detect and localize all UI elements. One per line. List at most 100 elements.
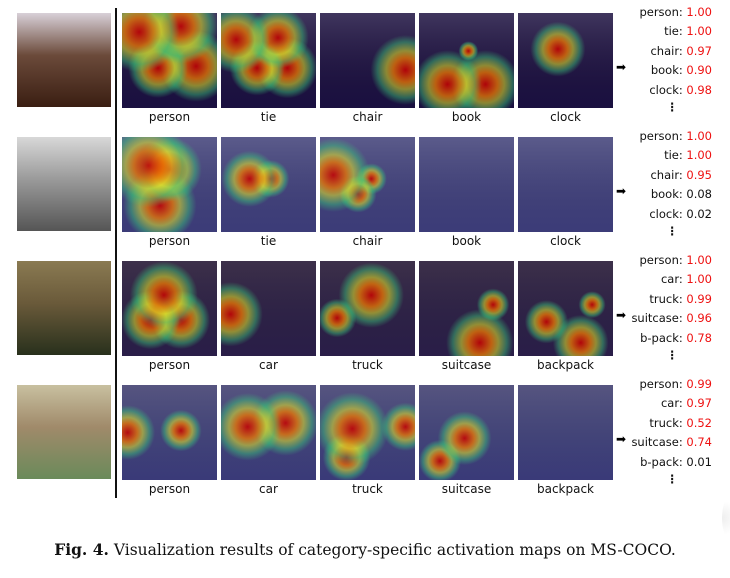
score-value: 0.98 [686,82,712,97]
score-value: 0.52 [686,415,712,430]
category-label: truck [352,358,383,372]
score-category: car: [660,396,683,411]
activation-map-person [122,261,217,356]
activation-map-backpack [518,261,613,356]
column-divider [115,8,117,498]
score-category: chair: [650,167,683,182]
score-line: book: 0.08 [630,185,712,204]
score-category: truck: [649,291,683,306]
score-value: 1.00 [686,129,712,143]
prediction-scores: person: 1.00 car: 1.00 truck: 0.99 suitcase… [630,251,712,362]
score-value: 0.74 [686,435,712,450]
score-line: truck: 0.52 [630,414,712,433]
score-category: person: [639,253,683,267]
score-line: book: 0.90 [630,61,712,80]
activation-map-chair [320,137,415,232]
score-category: clock: [649,206,683,221]
score-category: person: [639,129,683,143]
score-line: b-pack: 0.01 [630,453,712,472]
score-value: 0.95 [686,167,712,182]
original-image-vintage-bw-photo [17,137,111,231]
category-label: backpack [536,482,595,496]
score-category: suitcase: [631,311,683,326]
score-value: 0.96 [686,311,712,326]
activation-map-car [221,261,316,356]
score-value: 0.08 [686,187,712,202]
score-line: clock: 0.98 [630,81,712,100]
score-category: chair: [650,43,683,58]
score-value: 0.97 [686,396,712,411]
figure-caption: Fig. 4. Visualization results of categor… [0,540,730,559]
category-label: person [148,234,191,248]
category-label: person [148,482,191,496]
score-line: tie: 1.00 [630,22,712,41]
score-value: 1.00 [686,5,712,19]
activation-map-person [122,13,217,108]
prediction-scores: person: 1.00 tie: 1.00 chair: 0.95 book: 0.… [630,127,712,238]
page-edge-shadow [722,498,730,538]
score-category: tie: [664,148,683,163]
score-line: car: 1.00 [630,270,712,289]
score-value: 0.01 [686,454,712,469]
category-label: suitcase [441,358,492,372]
score-value: 1.00 [686,272,712,287]
score-line: chair: 0.97 [630,42,712,61]
original-image-van-rear-luggage [17,385,111,479]
activation-map-suitcase [419,385,514,480]
score-value: 0.02 [686,206,712,221]
category-label: chair [352,234,383,248]
score-line: person: 1.00 [630,127,712,146]
right-arrow-icon: ➡ [616,60,627,74]
more-categories-ellipsis: ⋮ [666,348,679,363]
score-category: person: [639,377,683,391]
category-label: book [451,234,482,248]
score-line: clock: 0.02 [630,205,712,224]
activation-map-person [122,385,217,480]
activation-map-tie [221,13,316,108]
score-category: tie: [664,24,683,39]
score-value: 0.78 [686,330,712,345]
score-category: clock: [649,82,683,97]
score-value: 1.00 [686,253,712,267]
category-label: backpack [536,358,595,372]
score-value: 0.97 [686,43,712,58]
right-arrow-icon: ➡ [616,308,627,322]
score-line: person: 0.99 [630,375,712,394]
category-label: book [451,110,482,124]
score-value: 1.00 [686,24,712,39]
category-label: chair [352,110,383,124]
activation-map-book [419,13,514,108]
score-line: suitcase: 0.74 [630,433,712,452]
activation-map-clock [518,137,613,232]
score-line: tie: 1.00 [630,146,712,165]
category-label: suitcase [441,482,492,496]
right-arrow-icon: ➡ [616,184,627,198]
score-value: 1.00 [686,148,712,163]
activation-map-tie [221,137,316,232]
score-line: b-pack: 0.78 [630,329,712,348]
activation-map-person [122,137,217,232]
prediction-scores: person: 1.00 tie: 1.00 chair: 0.97 book: 0.… [630,3,712,114]
activation-map-suitcase [419,261,514,356]
category-label: tie [260,234,277,248]
more-categories-ellipsis: ⋮ [666,224,679,239]
activation-map-chair [320,13,415,108]
score-category: suitcase: [631,435,683,450]
score-value: 0.99 [686,377,712,391]
category-label: clock [550,110,581,124]
activation-map-truck [320,261,415,356]
activation-map-clock [518,13,613,108]
category-label: person [148,110,191,124]
score-category: b-pack: [640,454,683,469]
score-line: suitcase: 0.96 [630,309,712,328]
score-value: 0.99 [686,291,712,306]
category-label: car [259,482,278,496]
original-image-meeting-signing [17,13,111,107]
caption-label: Fig. 4. [54,540,109,559]
score-line: person: 1.00 [630,3,712,22]
score-category: truck: [649,415,683,430]
more-categories-ellipsis: ⋮ [666,472,679,487]
caption-text: Visualization results of category-specif… [108,541,676,559]
category-label: clock [550,234,581,248]
category-label: person [148,358,191,372]
